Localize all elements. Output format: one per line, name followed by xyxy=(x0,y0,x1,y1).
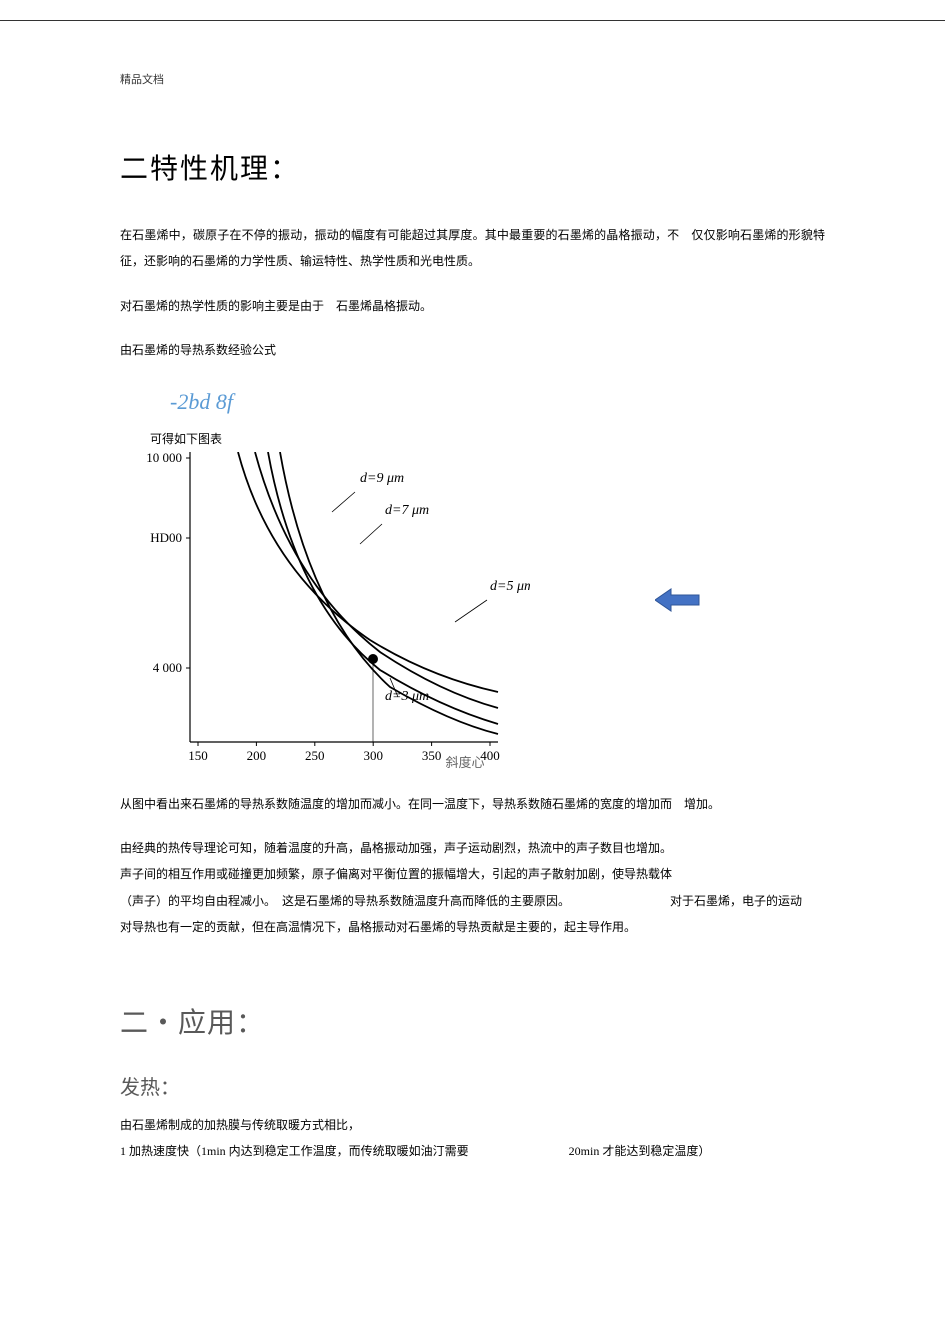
section-title-application: 二・应用： xyxy=(120,1001,825,1041)
paragraph-analysis-2: 由经典的热传导理论可知，随着温度的升高，晶格振动加强，声子运动剧烈，热流中的声子… xyxy=(120,835,825,861)
svg-text:d=7 μm: d=7 μm xyxy=(385,503,429,518)
section-title-mechanism: 二特性机理： xyxy=(120,147,825,187)
arrow-icon xyxy=(655,587,700,613)
chart-svg: 10 000 HD00 4 000 150 200 250 300 350 400 d=9 μm d… xyxy=(130,452,530,782)
svg-text:150: 150 xyxy=(188,748,208,763)
heating-line-2: 1 加热速度快（1min 内达到稳定工作温度，而传统取暖如油汀需要 20min 才… xyxy=(120,1138,825,1164)
line2-part-b: 20min 才能达到稳定温度） xyxy=(569,1144,711,1158)
svg-text:250: 250 xyxy=(305,748,325,763)
para4-part-b: 对于石墨烯，电子的运动 xyxy=(670,894,802,908)
svg-text:400: 400 xyxy=(480,748,500,763)
chart-wrapper: 10 000 HD00 4 000 150 200 250 300 350 400 d=9 μm d… xyxy=(130,452,650,771)
arrow-pointer-icon xyxy=(655,587,700,618)
svg-text:d=3 μm: d=3 μm xyxy=(385,689,429,704)
paragraph-intro-2: 对石墨烯的热学性质的影响主要是由于 石墨烯晶格振动。 xyxy=(120,293,825,319)
heating-line-1: 由石墨烯制成的加热膜与传统取暖方式相比， xyxy=(120,1112,825,1138)
svg-text:d=5 μm: d=5 μm xyxy=(490,579,530,594)
svg-text:HD00: HD00 xyxy=(150,530,182,545)
paragraph-intro-3: 由石墨烯的导热系数经验公式 xyxy=(120,337,825,363)
paragraph-analysis-3: 声子间的相互作用或碰撞更加频繁，原子偏离对平衡位置的振幅增大，引起的声子散射加剧… xyxy=(120,861,825,887)
top-divider xyxy=(0,20,945,21)
thermal-conductivity-chart: 10 000HD004 000150200250300350400d=9 μmd… xyxy=(130,452,530,752)
svg-text:d=9 μm: d=9 μm xyxy=(360,471,404,486)
svg-text:300: 300 xyxy=(363,748,383,763)
svg-text:200: 200 xyxy=(247,748,267,763)
chart-intro-label: 可得如下图表 xyxy=(150,430,825,447)
paragraph-analysis-5: 对导热也有一定的贡献，但在高温情况下，晶格振动对石墨烯的导热贡献是主要的，起主导… xyxy=(120,914,825,940)
line2-part-a: 1 加热速度快（1min 内达到稳定工作温度，而传统取暖如油汀需要 xyxy=(120,1144,469,1158)
header-label: 精品文档 xyxy=(120,71,825,87)
para4-part-a: （声子）的平均自由程减小。 这是石墨烯的导热系数随温度升高而降低的主要原因。 xyxy=(120,894,570,908)
paragraph-analysis-4: （声子）的平均自由程减小。 这是石墨烯的导热系数随温度升高而降低的主要原因。 对于… xyxy=(120,888,825,914)
page-content: 精品文档 二特性机理： 在石墨烯中，碳原子在不停的振动，振动的幅度有可能超过其厚… xyxy=(0,71,945,1164)
sub-heading-heating: 发热： xyxy=(120,1071,825,1100)
svg-text:4 000: 4 000 xyxy=(153,660,182,675)
formula-text: -2bd 8f xyxy=(170,389,825,415)
paragraph-intro-1: 在石墨烯中，碳原子在不停的振动，振动的幅度有可能超过其厚度。其中最重要的石墨烯的… xyxy=(120,222,825,275)
svg-text:10 000: 10 000 xyxy=(146,452,182,465)
svg-text:350: 350 xyxy=(422,748,442,763)
paragraph-analysis-1: 从图中看出来石墨烯的导热系数随温度的增加而减小。在同一温度下，导热系数随石墨烯的… xyxy=(120,791,825,817)
